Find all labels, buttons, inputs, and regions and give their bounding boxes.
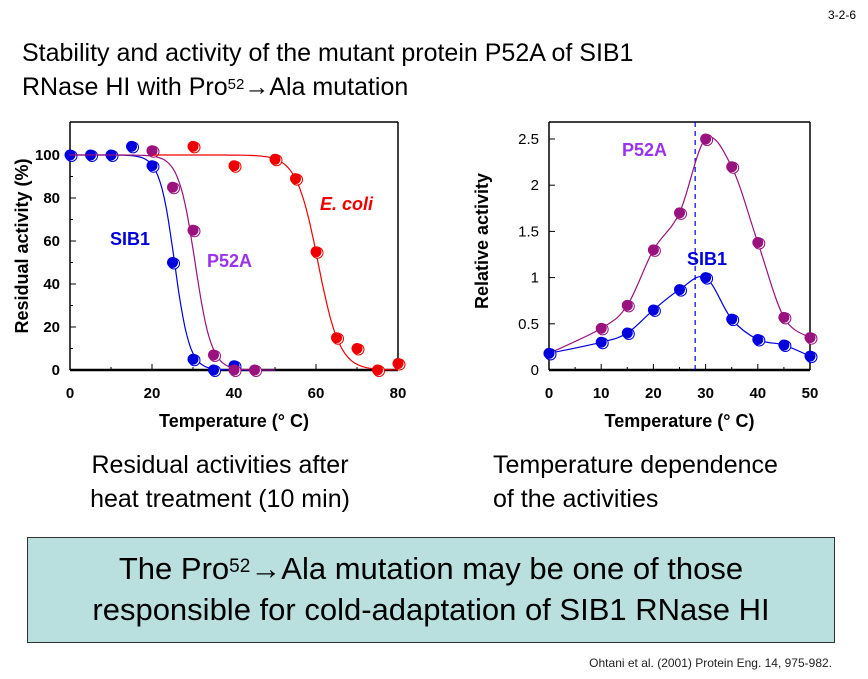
data-point-sib1 — [700, 272, 712, 284]
data-point-p52a — [621, 299, 633, 311]
data-point-sib1 — [126, 140, 137, 152]
data-point-p52a — [187, 224, 199, 236]
conclusion-superscript: 52 — [229, 556, 251, 577]
data-point-ecoli — [331, 332, 342, 344]
data-point-p52a — [208, 349, 219, 361]
y-tick-label: 1 — [531, 270, 539, 287]
data-point-sib1 — [804, 350, 816, 362]
title-line-2-post: →Ala mutation — [244, 73, 409, 101]
y-tick-label: 80 — [43, 190, 60, 207]
left-caption-line-2: heat treatment (10 min) — [90, 485, 350, 513]
data-point-sib1 — [647, 304, 659, 316]
data-point-ecoli — [310, 246, 322, 258]
right-chart-caption: Temperature dependence of the activities — [493, 448, 778, 516]
data-point-ecoli — [372, 364, 383, 376]
x-tick-label: 30 — [697, 385, 714, 402]
conclusion-line-2: responsible for cold-adaptation of SIB1 … — [92, 592, 770, 627]
series-label-ecoli: E. coli — [320, 194, 374, 214]
data-point-sib1 — [752, 334, 764, 346]
x-tick-label: 0 — [66, 385, 74, 402]
right-caption-line-1: Temperature dependence — [493, 451, 778, 479]
data-point-sib1 — [674, 284, 685, 296]
y-tick-label: 0 — [531, 362, 539, 379]
data-point-p52a — [752, 236, 764, 248]
data-point-p52a — [700, 133, 712, 145]
series-label-p52a: P52A — [207, 251, 252, 271]
right-caption-line-2: of the activities — [493, 485, 659, 513]
title-line-2-pre: RNase HI with Pro — [22, 73, 228, 101]
y-tick-label: 1.5 — [518, 223, 539, 240]
x-tick-label: 40 — [749, 385, 766, 402]
data-point-sib1 — [208, 364, 219, 376]
data-point-p52a — [726, 161, 738, 173]
x-tick-label: 80 — [390, 385, 407, 402]
data-point-ecoli — [392, 358, 404, 370]
data-point-sib1 — [187, 353, 199, 365]
data-point-sib1 — [167, 257, 178, 268]
y-tick-label: 0 — [52, 362, 60, 379]
x-tick-label: 0 — [545, 385, 553, 402]
slide-number: 3-2-6 — [827, 8, 856, 22]
fit-curve-sib1 — [548, 275, 811, 357]
data-point-p52a — [146, 145, 158, 157]
data-point-p52a — [674, 207, 685, 219]
series-label-sib1: SIB1 — [687, 249, 727, 269]
data-point-sib1 — [726, 313, 738, 325]
y-tick-label: 100 — [35, 147, 60, 164]
y-tick-label: 2.5 — [518, 131, 539, 148]
slide-title: Stability and activity of the mutant pro… — [22, 36, 633, 104]
data-point-p52a — [249, 364, 260, 376]
data-point-ecoli — [228, 160, 240, 172]
x-tick-label: 40 — [226, 385, 243, 402]
x-tick-label: 50 — [802, 385, 819, 402]
series-label-p52a: P52A — [622, 140, 667, 160]
conclusion-line-1-post: →Ala mutation may be one of those — [250, 551, 744, 586]
data-point-p52a — [167, 181, 178, 193]
relative-activity-chart: 0 10 20 30 40 50 0 0.5 1 1.5 2 2.5 Temperature (° C)… — [472, 121, 819, 431]
data-point-p52a — [647, 244, 659, 256]
y-tick-label: 20 — [43, 319, 60, 336]
left-chart-caption: Residual activities after heat treatment… — [40, 448, 400, 516]
fit-curve-ecoli — [152, 154, 399, 371]
fit-curve-p52a — [548, 136, 811, 354]
data-point-p52a — [228, 364, 240, 376]
x-tick-label: 20 — [645, 385, 662, 402]
series-label-sib1: SIB1 — [110, 229, 150, 249]
data-point-p52a — [778, 311, 790, 323]
x-axis-label: Temperature (° C) — [159, 411, 309, 431]
conclusion-line-1-pre: The Pro — [118, 551, 230, 586]
data-point-sib1 — [543, 347, 555, 359]
citation: Ohtani et al. (2001) Protein Eng. 14, 97… — [589, 656, 832, 670]
left-caption-line-1: Residual activities after — [91, 451, 349, 479]
y-axis-label: Relative activity — [472, 173, 492, 309]
y-axis-label: Residual activity (%) — [12, 158, 32, 333]
data-point-p52a — [804, 332, 816, 344]
data-point-sib1 — [595, 336, 607, 348]
title-line-1: Stability and activity of the mutant pro… — [22, 39, 634, 67]
conclusion-line-1: The Pro52→Ala mutation may be one of tho… — [28, 548, 834, 589]
data-point-p52a — [595, 322, 607, 334]
x-tick-label: 10 — [593, 385, 610, 402]
x-axis-label: Temperature (° C) — [605, 411, 755, 431]
residual-activity-chart: 0 20 40 60 80 0 20 40 60 80 100 Temperature (° C) Re… — [12, 121, 407, 431]
x-tick-label: 20 — [144, 385, 161, 402]
x-tick-label: 60 — [308, 385, 325, 402]
data-point-sib1 — [621, 327, 633, 339]
title-line-2: RNase HI with Pro52→Ala mutation — [22, 70, 633, 104]
conclusion-box: The Pro52→Ala mutation may be one of tho… — [27, 537, 835, 643]
title-superscript: 52 — [227, 76, 245, 93]
y-tick-label: 60 — [43, 233, 60, 250]
data-point-sib1 — [146, 160, 158, 172]
data-point-ecoli — [351, 343, 363, 354]
y-tick-label: 40 — [43, 276, 60, 293]
y-tick-label: 0.5 — [518, 316, 539, 333]
data-point-ecoli — [269, 153, 281, 165]
data-point-sib1 — [778, 339, 790, 351]
data-point-ecoli — [187, 140, 199, 152]
data-point-ecoli — [290, 173, 301, 185]
y-tick-label: 2 — [531, 177, 539, 194]
